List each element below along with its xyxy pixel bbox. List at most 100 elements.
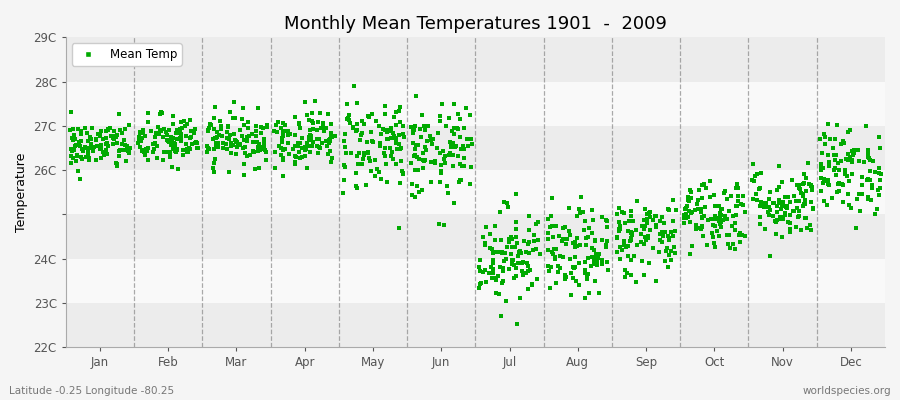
Point	[136, 127, 150, 134]
Point	[446, 128, 460, 134]
Legend: Mean Temp: Mean Temp	[72, 43, 182, 66]
Point	[798, 214, 813, 221]
Point	[548, 280, 562, 286]
Point	[485, 274, 500, 281]
Point	[649, 224, 663, 230]
Point	[792, 212, 806, 219]
Point	[479, 224, 493, 230]
Point	[529, 245, 544, 252]
Point	[267, 148, 282, 155]
Point	[662, 234, 677, 241]
Point	[864, 197, 878, 203]
Point	[820, 202, 834, 208]
Point	[434, 170, 448, 176]
Point	[289, 154, 303, 160]
Point	[452, 179, 466, 186]
Point	[796, 180, 811, 186]
Point	[508, 244, 523, 250]
Point	[768, 218, 782, 224]
Point	[707, 215, 722, 222]
Point	[496, 265, 510, 272]
Point	[648, 278, 662, 284]
Point	[497, 198, 511, 205]
Point	[578, 218, 592, 224]
Point	[695, 223, 709, 230]
Point	[546, 234, 561, 241]
Point	[146, 141, 160, 147]
Point	[817, 140, 832, 147]
Point	[770, 187, 784, 193]
Point	[753, 202, 768, 209]
Point	[587, 256, 601, 263]
Point	[558, 272, 572, 278]
Point	[213, 126, 228, 132]
Point	[804, 226, 818, 233]
Point	[75, 156, 89, 162]
Point	[220, 129, 235, 135]
Point	[612, 228, 626, 234]
Point	[140, 145, 155, 152]
Point	[84, 136, 98, 142]
Point	[68, 136, 82, 142]
Point	[294, 145, 309, 152]
Point	[521, 263, 535, 270]
Point	[629, 198, 643, 204]
Point	[349, 128, 364, 134]
Point	[841, 191, 855, 197]
Point	[618, 267, 633, 274]
Point	[662, 207, 676, 214]
Point	[314, 125, 328, 131]
Point	[852, 208, 867, 214]
Point	[478, 241, 492, 247]
Point	[320, 111, 335, 117]
Point	[275, 132, 290, 139]
Point	[441, 115, 455, 121]
Point	[787, 208, 801, 214]
Point	[835, 199, 850, 205]
Point	[303, 126, 318, 133]
Point	[589, 256, 603, 262]
Point	[433, 118, 447, 124]
Point	[580, 255, 595, 261]
Point	[352, 149, 366, 156]
Point	[355, 160, 369, 167]
Point	[165, 164, 179, 170]
Point	[136, 130, 150, 136]
Point	[343, 120, 357, 126]
Point	[65, 135, 79, 141]
Point	[489, 290, 503, 296]
Point	[616, 238, 631, 245]
Point	[570, 235, 584, 241]
Point	[121, 148, 135, 154]
Point	[230, 139, 244, 146]
Point	[73, 138, 87, 145]
Point	[761, 203, 776, 210]
Point	[817, 178, 832, 184]
Point	[486, 260, 500, 266]
Point	[683, 209, 698, 216]
Point	[625, 232, 639, 238]
Point	[828, 136, 842, 142]
Point	[489, 275, 503, 282]
Point	[696, 233, 710, 240]
Point	[661, 232, 675, 239]
Point	[520, 286, 535, 292]
Point	[353, 137, 367, 144]
Point	[100, 140, 114, 146]
Point	[558, 276, 572, 282]
Point	[107, 128, 122, 134]
Point	[814, 188, 828, 194]
Point	[87, 144, 102, 150]
Point	[304, 133, 319, 139]
Point	[188, 126, 202, 132]
Point	[598, 244, 613, 250]
Point	[152, 110, 166, 117]
Point	[122, 147, 136, 154]
Point	[638, 206, 652, 212]
Point	[828, 164, 842, 171]
Point	[166, 146, 180, 152]
Point	[565, 240, 580, 246]
Point	[840, 172, 854, 179]
Point	[680, 203, 694, 209]
Point	[568, 264, 582, 270]
